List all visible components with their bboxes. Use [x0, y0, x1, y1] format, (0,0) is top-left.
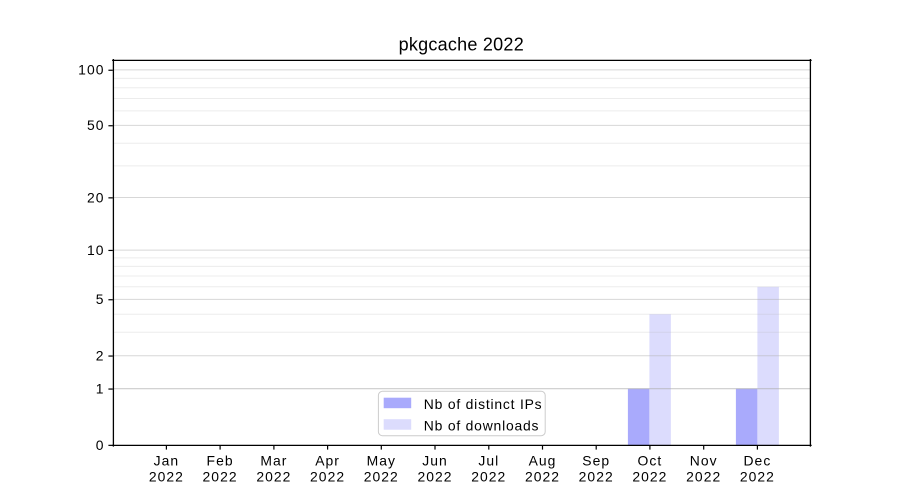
svg-text:50: 50 [87, 117, 105, 133]
svg-text:2022: 2022 [686, 469, 721, 485]
svg-text:Oct: Oct [638, 453, 663, 469]
svg-text:2022: 2022 [364, 469, 399, 485]
svg-text:May: May [367, 453, 396, 469]
svg-text:Nov: Nov [690, 453, 718, 469]
svg-text:0: 0 [96, 437, 105, 453]
svg-text:1: 1 [96, 381, 105, 397]
svg-text:Apr: Apr [315, 453, 340, 469]
svg-text:pkgcache 2022: pkgcache 2022 [399, 35, 524, 55]
svg-text:2022: 2022 [203, 469, 238, 485]
svg-text:10: 10 [87, 242, 105, 258]
svg-text:20: 20 [87, 189, 105, 205]
svg-text:2022: 2022 [256, 469, 291, 485]
svg-text:Aug: Aug [529, 453, 557, 469]
svg-text:2022: 2022 [579, 469, 614, 485]
svg-text:5: 5 [96, 291, 105, 307]
svg-text:Jun: Jun [422, 453, 448, 469]
svg-text:Feb: Feb [207, 453, 234, 469]
svg-text:2: 2 [96, 348, 105, 364]
svg-text:Dec: Dec [743, 453, 771, 469]
svg-text:2022: 2022 [525, 469, 560, 485]
svg-text:Nb of distinct IPs: Nb of distinct IPs [424, 396, 543, 412]
svg-text:Mar: Mar [260, 453, 287, 469]
svg-text:2022: 2022 [632, 469, 667, 485]
svg-text:2022: 2022 [740, 469, 775, 485]
svg-text:2022: 2022 [417, 469, 452, 485]
svg-text:2022: 2022 [310, 469, 345, 485]
svg-text:Sep: Sep [582, 453, 610, 469]
svg-text:Jul: Jul [478, 453, 499, 469]
svg-text:100: 100 [78, 62, 104, 78]
svg-text:2022: 2022 [471, 469, 506, 485]
svg-text:Nb of downloads: Nb of downloads [424, 417, 539, 433]
svg-text:Jan: Jan [154, 453, 180, 469]
svg-text:2022: 2022 [149, 469, 184, 485]
